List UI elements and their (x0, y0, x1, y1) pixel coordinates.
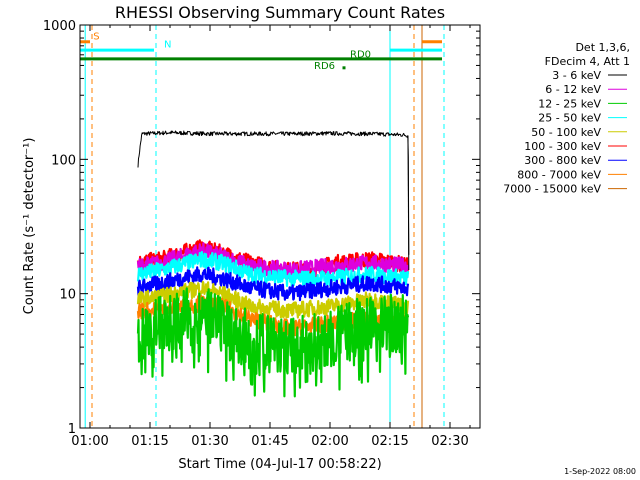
annotation-s: S (93, 31, 99, 42)
series-line-3-6-kev (137, 130, 410, 255)
annotation-n: N (164, 39, 171, 50)
x-tick-label-0145: 01:45 (251, 434, 288, 449)
legend-label-3-6-kev: 3 - 6 keV (552, 69, 601, 82)
y-tick-label-1000: 1000 (43, 19, 76, 34)
y-axis-label: Count Rate (s⁻¹ detector⁻¹) (22, 138, 37, 315)
y-tick-label-100: 100 (51, 153, 76, 168)
x-tick-label-0100: 01:00 (71, 434, 108, 449)
series-line-300-800-kev (136, 266, 410, 302)
x-tick-label-0130: 01:30 (191, 434, 228, 449)
legend-label-6-12-kev: 6 - 12 keV (545, 83, 601, 96)
legend-label-300-800-kev: 300 - 800 keV (524, 154, 601, 167)
y-axis-ticks: 1 10 100 1000 (43, 19, 480, 437)
legend-label-50-100-kev: 50 - 100 keV (531, 126, 601, 139)
plot-layer: S N RD6 RD0 (80, 25, 445, 428)
series-line-12-25-kev (136, 287, 410, 398)
plot-frame (79, 24, 481, 429)
legend-header-line-2: FDecim 4, Att 1 (545, 55, 630, 68)
x-tick-label-0215: 02:15 (371, 434, 408, 449)
y-tick-label-10: 10 (59, 288, 76, 303)
legend-label-25-50-kev: 25 - 50 keV (538, 112, 601, 125)
x-tick-label-0200: 02:00 (311, 434, 348, 449)
footer-date: 1-Sep-2022 08:00 (564, 467, 636, 476)
x-tick-label-0230: 02:30 (431, 434, 468, 449)
x-tick-label-0115: 01:15 (131, 434, 168, 449)
legend-label-800-7000-kev: 800 - 7000 keV (517, 168, 601, 181)
legend-label-12-25-kev: 12 - 25 keV (538, 97, 601, 110)
annotation-rd0: RD0 (350, 49, 371, 60)
annotation-rd6: RD6 (314, 61, 335, 72)
legend-label-100-300-kev: 100 - 300 keV (524, 140, 601, 153)
chart-title: RHESSI Observing Summary Count Rates (115, 3, 445, 22)
rd6-marker (342, 66, 346, 70)
y-tick-label-1: 1 (68, 422, 76, 437)
legend-header-line-1: Det 1,3,6, (575, 41, 630, 54)
legend-label-7000-15000-kev: 7000 - 15000 keV (503, 183, 601, 196)
series-drop-3-6kev (407, 135, 410, 271)
x-axis-ticks: 01:00 01:15 01:30 01:45 02:00 02:15 02:30 (71, 25, 471, 449)
x-axis-label: Start Time (04-Jul-17 00:58:22) (178, 457, 381, 472)
